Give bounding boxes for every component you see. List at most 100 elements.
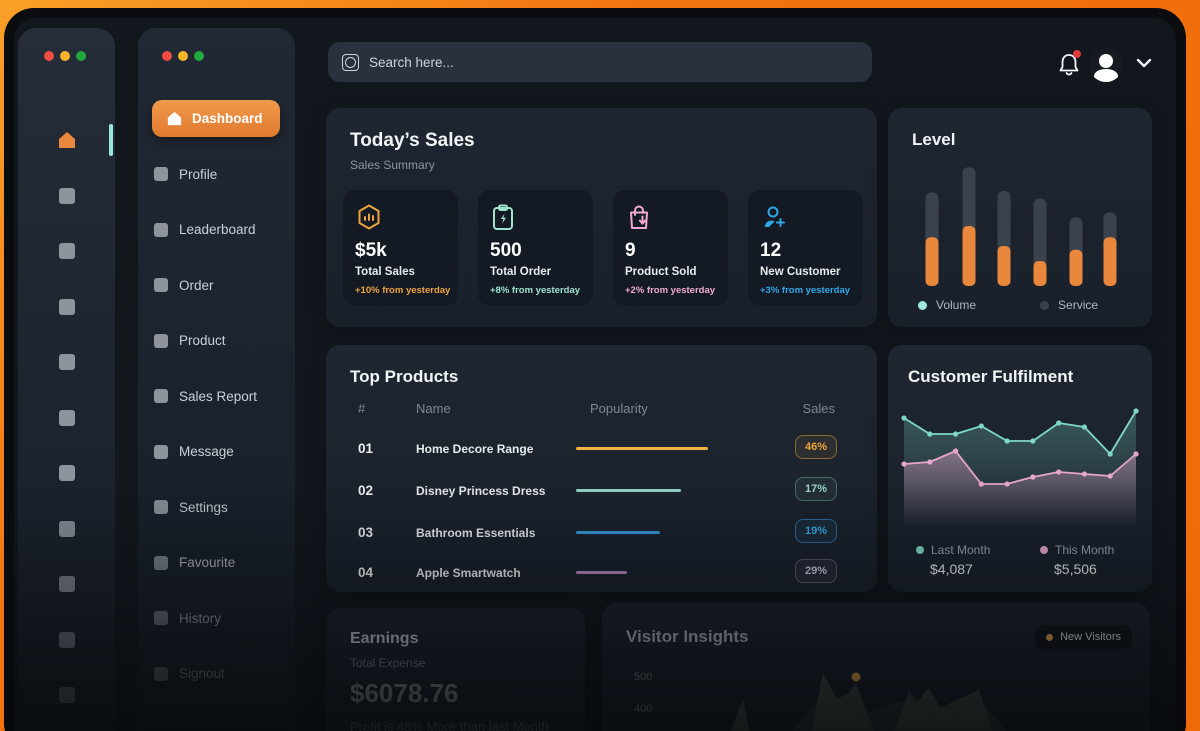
visitor-mountain-chart xyxy=(730,672,1007,731)
sales-badge: 29% xyxy=(794,559,837,583)
rail-item-message[interactable] xyxy=(18,457,115,489)
sidebar-item-label: Order xyxy=(179,277,214,293)
rail-item-signout[interactable] xyxy=(18,679,115,711)
sidebar-item-leaderboard[interactable]: Leaderboard xyxy=(154,218,284,242)
row-name: Disney Princess Dress xyxy=(416,484,546,498)
stat-value: 500 xyxy=(490,240,522,261)
placeholder-square-icon xyxy=(154,333,168,348)
row-num: 01 xyxy=(358,441,374,456)
avatar-body xyxy=(1094,69,1118,82)
stat-tile-total-sales[interactable]: $5k Total Sales +10% from yesterday xyxy=(343,190,458,306)
volume-legend-dot xyxy=(918,300,927,310)
sidebar-item-message[interactable]: Message xyxy=(154,440,284,464)
placeholder-square-icon xyxy=(154,611,168,625)
sidebar-item-dashboard[interactable]: Dashboard xyxy=(152,100,280,137)
level-legend: Volume Service xyxy=(918,298,1128,312)
popularity-bar xyxy=(576,531,660,534)
volume-legend-label: Volume xyxy=(936,298,977,312)
table-row[interactable]: 02 Disney Princess Dress 17% xyxy=(326,477,877,513)
stat-value: 9 xyxy=(625,240,636,261)
placeholder-square-icon xyxy=(154,666,168,681)
notification-bell-icon[interactable] xyxy=(1054,50,1084,80)
stat-delta: +8% from yesterday xyxy=(490,285,581,296)
sidebar-item-label: Leaderboard xyxy=(179,222,256,237)
last-month-dot xyxy=(916,546,924,554)
traffic-light-red[interactable] xyxy=(162,51,172,61)
home-icon xyxy=(167,111,182,126)
rail-item-profile[interactable] xyxy=(18,180,115,212)
sidebar-item-label: Dashboard xyxy=(192,111,263,126)
chevron-down-icon[interactable] xyxy=(1134,56,1154,70)
col-header-popularity: Popularity xyxy=(590,401,648,416)
sidebar-item-profile[interactable]: Profile xyxy=(154,162,284,186)
sidebar-item-sales-report[interactable]: Sales Report xyxy=(154,384,284,408)
sidebar-item-label: Message xyxy=(179,444,234,459)
traffic-light-red[interactable] xyxy=(44,51,54,61)
service-legend-dot xyxy=(1040,300,1050,310)
sidebar-item-history[interactable]: History xyxy=(154,606,284,630)
fulfilment-area-chart xyxy=(901,408,1139,527)
table-row[interactable]: 03 Bathroom Essentials 19% xyxy=(326,519,877,555)
placeholder-square-icon xyxy=(154,555,168,570)
table-row[interactable]: 04 Apple Smartwatch 29% xyxy=(326,559,877,595)
placeholder-square-icon xyxy=(154,167,168,181)
todays-sales-card: Today’s Sales Sales Summary $5k Total Sa… xyxy=(326,108,877,327)
rail-item-leaderboard[interactable] xyxy=(18,235,115,267)
traffic-light-yellow[interactable] xyxy=(178,51,188,61)
home-icon xyxy=(58,132,75,148)
top-products-card: Top Products # Name Popularity Sales 01 … xyxy=(326,345,877,592)
avatar-head xyxy=(1099,54,1113,68)
rail-item-product[interactable] xyxy=(18,346,115,378)
sales-badge: 17% xyxy=(794,477,837,501)
placeholder-square-icon xyxy=(58,298,75,315)
stat-tile-new-customer[interactable]: 12 New Customer +3% from yesterday xyxy=(748,190,863,306)
sidebar-item-settings[interactable]: Settings xyxy=(154,495,284,519)
stat-tile-total-order[interactable]: 500 Total Order +8% from yesterday xyxy=(478,190,593,306)
service-legend-label: Service xyxy=(1058,298,1099,312)
top-products-title: Top Products xyxy=(350,367,459,386)
rail-item-order[interactable] xyxy=(18,291,115,323)
stat-label: Total Order xyxy=(490,266,552,278)
traffic-light-yellow[interactable] xyxy=(60,51,70,61)
sidebar-item-label: Product xyxy=(179,333,226,348)
sidebar-item-favourite[interactable]: Favourite xyxy=(154,551,284,575)
user-avatar[interactable] xyxy=(1089,48,1123,82)
row-name: Bathroom Essentials xyxy=(416,526,536,540)
todays-sales-title: Today’s Sales xyxy=(350,130,475,151)
earnings-title: Earnings xyxy=(350,630,419,647)
rail-item-favourite[interactable] xyxy=(18,568,115,600)
search-icon xyxy=(342,53,359,71)
earnings-subtitle: Total Expense xyxy=(350,656,426,670)
rail-item-history[interactable] xyxy=(18,624,115,656)
this-month-value: $5,506 xyxy=(1054,561,1097,577)
menu-sidebar: Dashboard Profile Leaderboard Order Product S… xyxy=(138,28,295,731)
last-month-label: Last Month xyxy=(931,543,991,557)
placeholder-square-icon xyxy=(58,520,75,537)
stat-tiles: $5k Total Sales +10% from yesterday 500 … xyxy=(343,190,863,306)
sidebar-item-product[interactable]: Product xyxy=(154,329,284,353)
table-row[interactable]: 01 Home Decore Range 46% xyxy=(326,435,877,471)
this-month-dot xyxy=(1040,546,1048,554)
sidebar-item-label: History xyxy=(179,610,222,626)
rail-home-icon[interactable] xyxy=(18,124,115,156)
placeholder-square-icon xyxy=(58,687,75,703)
popularity-bar xyxy=(576,447,708,450)
visitor-insights-card: Visitor Insights New Visitors 500 400 xyxy=(602,603,1150,731)
placeholder-square-icon xyxy=(154,278,168,292)
customer-add-icon xyxy=(765,206,785,227)
row-name: Apple Smartwatch xyxy=(416,566,521,580)
stat-tile-product-sold[interactable]: 9 Product Sold +2% from yesterday xyxy=(613,190,728,306)
search-input[interactable] xyxy=(369,54,858,70)
rail-item-settings[interactable] xyxy=(18,513,115,545)
sidebar-item-order[interactable]: Order xyxy=(154,273,284,297)
level-title: Level xyxy=(912,130,956,149)
traffic-light-green[interactable] xyxy=(76,51,86,61)
sidebar-item-signout[interactable]: Signout xyxy=(154,662,284,686)
col-header-sales: Sales xyxy=(802,401,835,416)
level-card: Level Volume Service xyxy=(888,108,1152,327)
search-bar[interactable] xyxy=(328,42,872,82)
rail-item-sales-report[interactable] xyxy=(18,402,115,434)
customer-fulfilment-title: Customer Fulfilment xyxy=(908,367,1074,386)
order-clipboard-bolt-icon xyxy=(493,204,513,230)
traffic-light-green[interactable] xyxy=(194,51,204,61)
